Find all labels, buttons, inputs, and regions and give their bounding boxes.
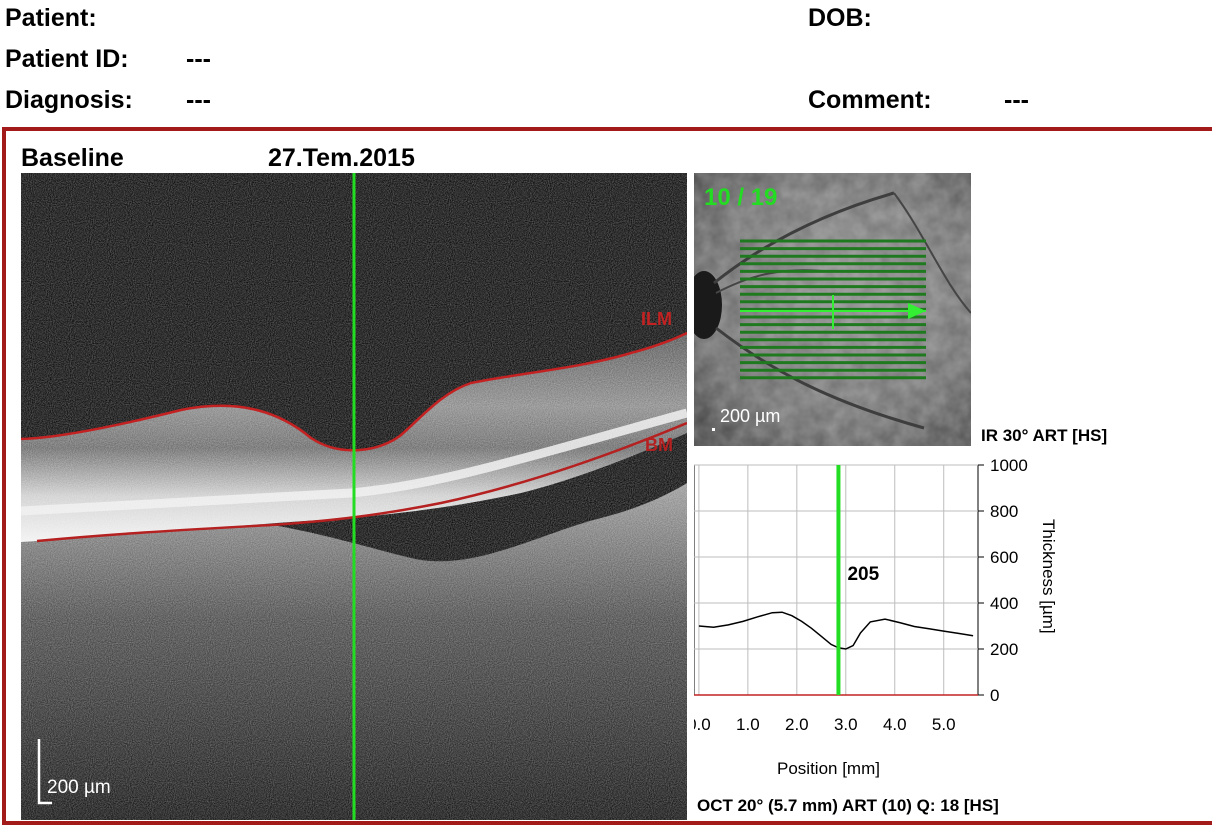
fundus-scale-label: 200 µm (720, 406, 780, 426)
diagnosis-value: --- (186, 86, 211, 114)
cursor-thickness-value: 205 (847, 564, 879, 585)
oct-bscan-svg: ILM BM 200 µm (21, 173, 687, 820)
comment-value: --- (1004, 86, 1029, 114)
y-tick-label: 1000 (990, 456, 1028, 475)
vessel-inferior (715, 326, 925, 430)
fundus-label: IR 30° ART [HS] (981, 426, 1108, 445)
y-axis-ticks: 0 200 400 600 800 1000 (978, 456, 1028, 705)
thickness-series-line (698, 611, 974, 650)
y-tick-label: 0 (990, 686, 999, 705)
bm-label: BM (645, 435, 673, 455)
x-tick-label: 1.0 (736, 715, 760, 734)
x-axis-ticks: 0.0 1.0 2.0 3.0 4.0 5.0 (694, 715, 956, 734)
optic-disc (694, 271, 722, 339)
y-tick-label: 400 (990, 594, 1018, 613)
diagnosis-label: Diagnosis: (5, 86, 133, 114)
x-tick-label: 5.0 (932, 715, 956, 734)
ilm-label: ILM (641, 309, 672, 329)
vessel-superior (713, 191, 895, 285)
patient-label: Patient: (5, 4, 97, 32)
plot-area (694, 464, 979, 696)
thickness-chart[interactable]: 0 200 400 600 800 1000 0.0 1.0 2.0 3.0 4.0 5.0 205… (694, 455, 1074, 785)
scan-date: 27.Tem.2015 (268, 144, 415, 172)
scan-title: Baseline (21, 144, 124, 172)
comment-label: Comment: (808, 86, 932, 114)
x-axis-label: Position [mm] (777, 759, 880, 778)
x-tick-label: 3.0 (834, 715, 858, 734)
y-tick-label: 200 (990, 640, 1018, 659)
patient-id-value: --- (186, 45, 211, 73)
slice-counter: 10 / 19 (704, 184, 777, 211)
bm-boundary-line (36, 421, 687, 543)
y-axis-label: Thickness [µm] (1039, 519, 1058, 634)
bscan-scale-label: 200 µm (47, 777, 111, 798)
report-frame (2, 127, 1212, 825)
vessel-branch (893, 192, 971, 314)
fundus-ir-image[interactable]: 10 / 19 200 µm (694, 173, 971, 446)
y-tick-label: 800 (990, 502, 1018, 521)
scan-direction-arrow-icon (908, 303, 926, 319)
grid-lines (694, 464, 978, 696)
y-tick-label: 600 (990, 548, 1018, 567)
oct-acquisition-info: OCT 20° (5.7 mm) ART (10) Q: 18 [HS] (697, 796, 999, 815)
dob-label: DOB: (808, 4, 872, 32)
fundus-svg: 10 / 19 200 µm (694, 173, 971, 446)
patient-id-label: Patient ID: (5, 45, 129, 73)
x-tick-label: 0.0 (694, 715, 711, 734)
bscan-scale-bar (37, 739, 52, 805)
x-tick-label: 2.0 (785, 715, 809, 734)
ilm-boundary-line (21, 331, 687, 452)
fundus-scale-bar (712, 428, 715, 431)
x-tick-label: 4.0 (883, 715, 907, 734)
oct-bscan-image[interactable]: ILM BM 200 µm (21, 173, 687, 820)
